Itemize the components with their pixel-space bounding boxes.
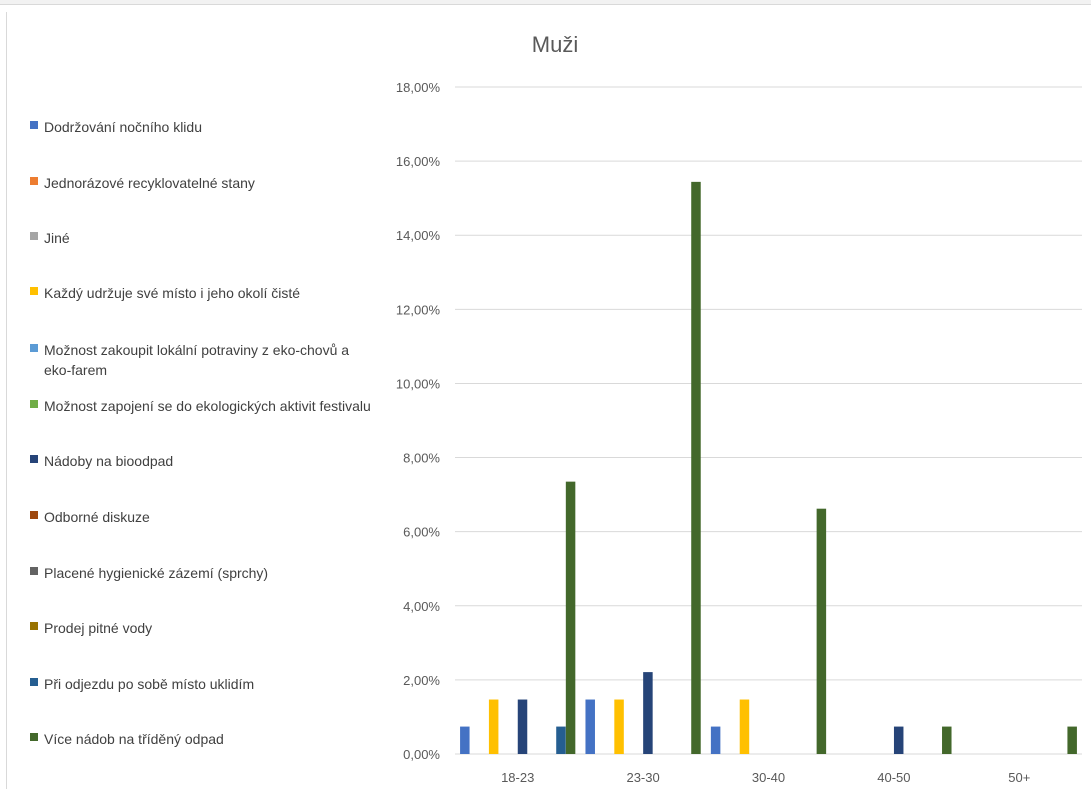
legend-label: Možnost zakoupit lokální potraviny z eko… [44,342,350,378]
legend-swatch [30,400,38,408]
legend-swatch [30,511,38,519]
x-tick-label: 23-30 [626,770,659,785]
legend-label: Prodej pitné vody [44,620,153,636]
legend-swatch [30,678,38,686]
bar [1067,726,1077,754]
y-tick-label: 16,00% [396,154,441,169]
y-tick-label: 12,00% [396,302,441,317]
legend-swatch [30,344,38,352]
y-tick-label: 14,00% [396,228,441,243]
legend-label: Jednorázové recyklovatelné stany [44,175,255,191]
bar [942,726,952,754]
y-tick-label: 8,00% [403,451,440,466]
legend-swatch [30,232,38,240]
legend-swatch [30,121,38,129]
legend-label: Při odjezdu po sobě místo uklidím [44,676,255,692]
bar [816,508,827,754]
legend-swatch [30,177,38,185]
bar [691,181,701,754]
y-tick-label: 18,00% [396,80,441,95]
y-tick-label: 10,00% [396,376,441,391]
bar [614,699,624,754]
legend-label: Placené hygienické zázemí (sprchy) [44,565,269,581]
bar [585,699,595,754]
x-tick-label: 18-23 [501,770,534,785]
y-tick-label: 6,00% [403,525,440,540]
left-border [6,12,7,789]
y-tick-label: 0,00% [403,747,440,762]
x-tick-label: 50+ [1008,770,1030,785]
bar [710,726,721,754]
legend-swatch [30,287,38,295]
bar [643,672,653,754]
legend-swatch [30,622,38,630]
legend-label: Každý udržuje své místo i jeho okolí čis… [44,285,301,301]
legend-label: Odborné diskuze [44,509,150,525]
bar [739,699,750,754]
x-tick-label: 40-50 [877,770,910,785]
bar [460,726,470,754]
legend-swatch [30,567,38,575]
legend-label: Nádoby na bioodpad [44,453,174,469]
bar [893,726,904,754]
y-tick-label: 4,00% [403,599,440,614]
legend-swatch [30,455,38,463]
legend-label: Možnost zapojení se do ekologických akti… [44,398,371,414]
bar [517,699,528,754]
legend-label: Dodržování nočního klidu [44,119,202,135]
x-tick-label: 30-40 [752,770,785,785]
y-tick-label: 2,00% [403,673,440,688]
bar [556,726,566,754]
legend-swatch [30,733,38,741]
legend-label: Jiné [44,230,70,246]
chart-title: Muži [531,32,579,57]
bar [565,481,576,754]
bar [488,699,499,754]
top-border [0,0,1091,5]
legend-label: Více nádob na tříděný odpad [44,731,224,747]
legend: Dodržování nočního klidu Jednorázové rec… [0,0,380,789]
